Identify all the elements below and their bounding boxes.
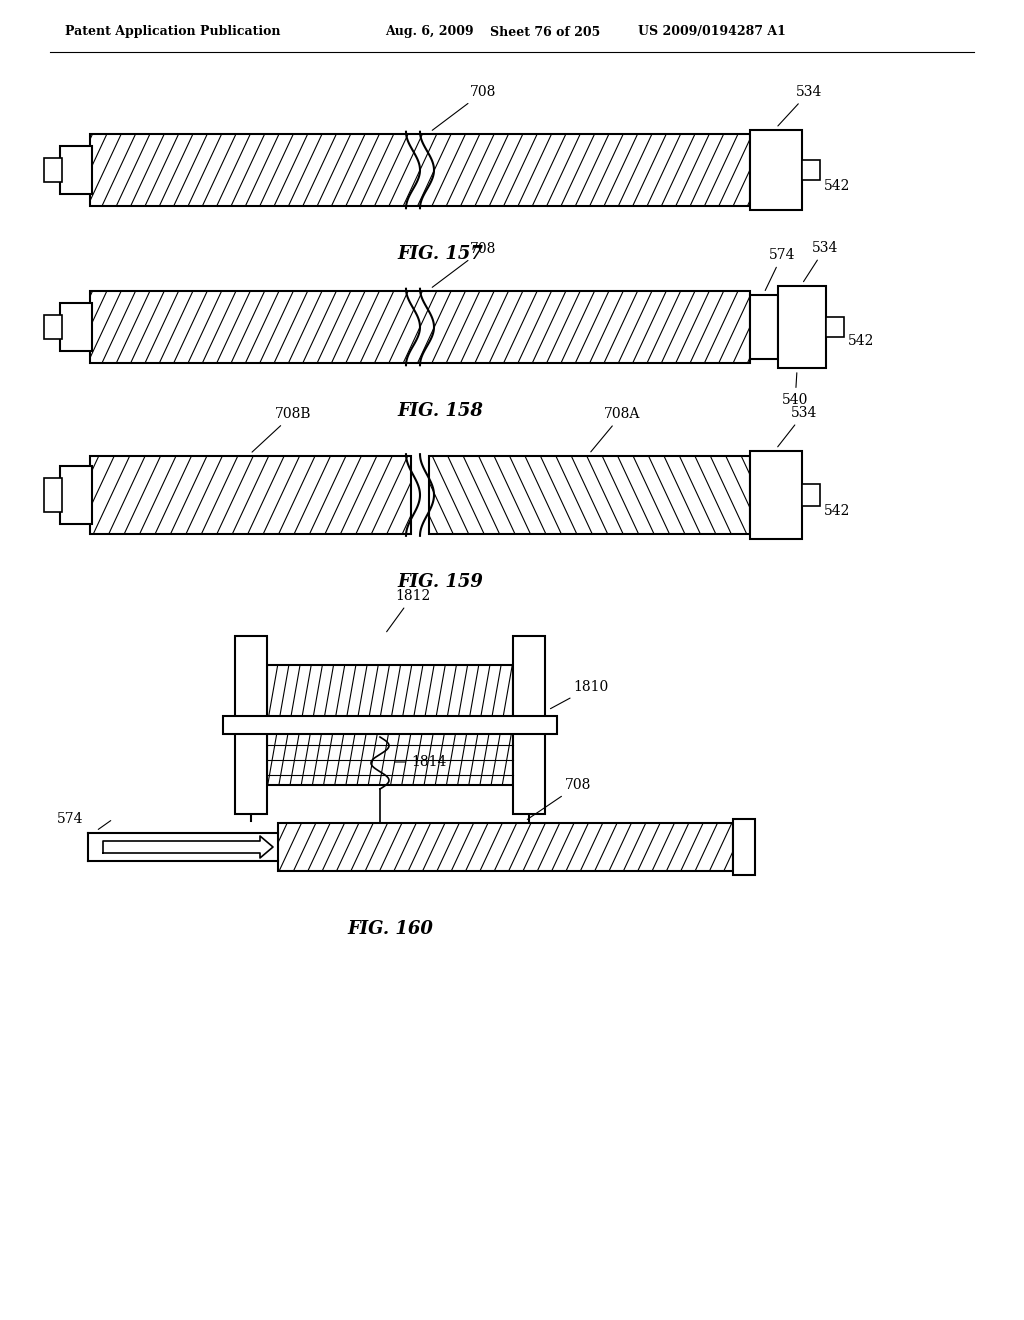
Bar [90,135,750,206]
Bar [429,455,750,535]
Bar [802,484,820,506]
Text: 1810: 1810 [551,680,608,709]
Bar [267,665,513,785]
Text: US 2009/0194287 A1: US 2009/0194287 A1 [638,25,785,38]
Text: FIG. 159: FIG. 159 [397,573,483,591]
Bar [90,455,411,535]
Bar [429,455,750,535]
Text: Patent Application Publication: Patent Application Publication [65,25,281,38]
Text: 708B: 708B [252,407,311,453]
Bar [429,455,750,535]
Bar [44,158,62,182]
Bar [234,636,267,814]
Text: 542: 542 [824,180,850,193]
Text: 534: 534 [778,84,822,125]
Text: 534: 534 [777,407,817,446]
Bar [44,315,62,339]
Bar [513,636,545,814]
Bar [733,818,755,875]
Text: 708: 708 [432,242,497,288]
Bar [90,290,750,363]
Text: 1814: 1814 [395,755,446,770]
Text: 534: 534 [804,242,839,281]
Text: 1812: 1812 [387,589,430,632]
Text: FIG. 157: FIG. 157 [397,246,483,263]
Bar [826,317,844,337]
Bar [750,129,802,210]
Text: FIG. 160: FIG. 160 [347,920,433,939]
Bar [90,455,411,535]
Bar [267,665,513,785]
Text: 708A: 708A [591,407,640,451]
Polygon shape [103,836,273,858]
Bar [60,147,92,194]
Text: Aug. 6, 2009: Aug. 6, 2009 [385,25,474,38]
Bar [60,304,92,351]
Text: 574: 574 [56,812,83,826]
Bar [278,822,733,871]
Bar [90,455,411,535]
Text: 708: 708 [527,777,592,820]
Bar [90,135,750,206]
Text: 542: 542 [824,504,850,517]
Text: 574: 574 [765,248,796,290]
Bar [802,160,820,180]
Bar [44,478,62,512]
Bar [90,290,750,363]
Bar [90,290,750,363]
Bar [90,135,750,206]
Text: FIG. 158: FIG. 158 [397,403,483,420]
Bar [278,822,733,871]
Text: 540: 540 [782,372,808,407]
Bar [60,466,92,524]
Bar [223,715,557,734]
Text: 542: 542 [848,334,874,348]
Bar [778,286,826,368]
Bar [750,451,802,539]
Bar [278,822,733,871]
Bar [267,665,513,785]
Text: 708: 708 [432,84,497,131]
Bar [750,294,778,359]
Text: Sheet 76 of 205: Sheet 76 of 205 [490,25,600,38]
